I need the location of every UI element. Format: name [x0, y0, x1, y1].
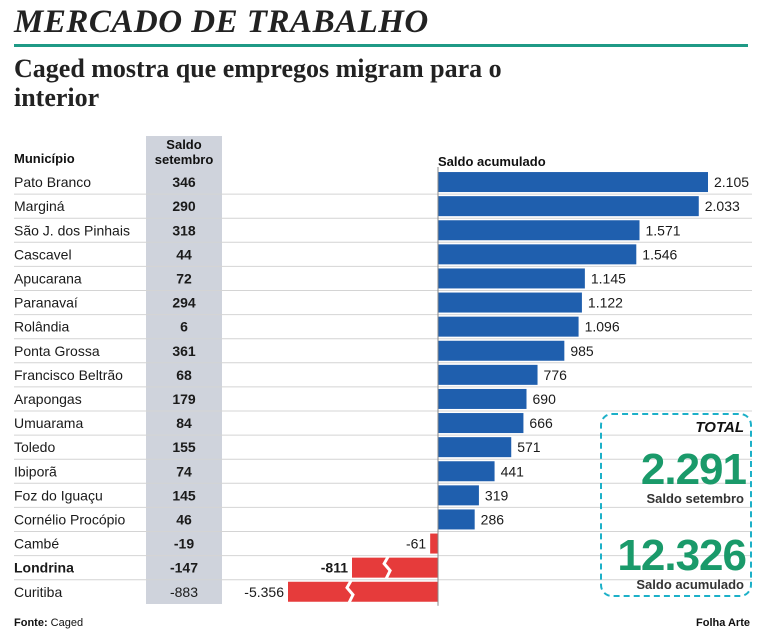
total-setembro-value: 2.291	[640, 445, 747, 494]
bar	[438, 196, 699, 217]
municipio-label: Apucarana	[14, 270, 82, 286]
bar	[438, 485, 479, 506]
saldo-header-line1: Saldo	[166, 137, 202, 152]
total-setembro-caption: Saldo setembro	[646, 491, 744, 506]
municipio-label: Paranavaí	[14, 295, 78, 311]
total-acumulado-value: 12.326	[617, 531, 747, 580]
title-rule	[14, 44, 748, 47]
value-label: -811	[321, 560, 348, 576]
bar	[438, 437, 512, 458]
saldo-setembro-value: 84	[176, 415, 192, 431]
bar	[438, 413, 524, 434]
total-box: TOTAL 2.291 Saldo setembro 12.326 Saldo …	[600, 413, 752, 597]
value-label: 441	[501, 463, 525, 479]
bar	[438, 461, 495, 482]
value-label: 2.105	[714, 174, 749, 190]
municipio-label: Arapongas	[14, 391, 82, 407]
bar	[438, 220, 640, 241]
source-label: Fonte:	[14, 617, 48, 629]
value-label: 2.033	[705, 198, 740, 214]
bar	[288, 581, 438, 602]
total-acumulado-caption: Saldo acumulado	[636, 577, 744, 592]
municipio-label: Toledo	[14, 439, 55, 455]
column-header-saldo-acumulado: Saldo acumulado	[438, 154, 546, 169]
source-name: Caged	[50, 617, 84, 629]
municipio-label: Umuarama	[14, 415, 83, 431]
value-label: 776	[544, 367, 568, 383]
municipio-label: Pato Branco	[14, 174, 91, 190]
bar	[438, 316, 579, 337]
value-label: -5.356	[244, 584, 284, 600]
value-label: -61	[406, 536, 426, 552]
saldo-setembro-value: 179	[172, 391, 196, 407]
bar	[430, 533, 438, 554]
credit-note: Folha Arte	[696, 617, 750, 629]
municipio-label: Londrina	[14, 560, 74, 576]
value-label: 286	[481, 511, 505, 527]
bar	[438, 509, 475, 530]
municipio-label: Curitiba	[14, 584, 62, 600]
value-label: 319	[485, 487, 509, 503]
total-label: TOTAL	[695, 419, 744, 436]
municipio-label: Rolândia	[14, 319, 69, 335]
bar	[438, 268, 585, 289]
municipio-label: Foz do Iguaçu	[14, 487, 103, 503]
column-header-municipio: Município	[14, 151, 75, 166]
saldo-setembro-value: 290	[172, 198, 196, 214]
value-label: 1.122	[588, 295, 623, 311]
bar	[438, 292, 582, 313]
saldo-setembro-value: -19	[174, 536, 194, 552]
municipio-label: Cambé	[14, 536, 59, 552]
value-label: 690	[533, 391, 557, 407]
municipio-label: Cascavel	[14, 246, 72, 262]
value-label: 571	[517, 439, 541, 455]
value-label: 985	[570, 343, 594, 359]
saldo-setembro-value: 6	[180, 319, 188, 335]
value-label: 1.145	[591, 270, 626, 286]
bar	[438, 388, 527, 409]
saldo-setembro-value: 74	[176, 463, 192, 479]
municipio-label: Cornélio Procópio	[14, 511, 125, 527]
value-label: 666	[529, 415, 553, 431]
saldo-setembro-value: 155	[172, 439, 196, 455]
bar	[438, 340, 565, 361]
value-label: 1.096	[585, 319, 620, 335]
bar	[438, 244, 637, 265]
saldo-setembro-value: 72	[176, 270, 192, 286]
saldo-setembro-value: 361	[172, 343, 196, 359]
saldo-header-line2: setembro	[154, 152, 214, 167]
saldo-setembro-value: 44	[176, 246, 192, 262]
column-header-saldo-setembro: Saldo setembro	[146, 137, 222, 167]
bar	[352, 557, 438, 578]
saldo-setembro-value: 294	[172, 295, 196, 311]
axis-break-mark	[345, 580, 355, 604]
municipio-label: São J. dos Pinhais	[14, 222, 130, 238]
section-title: MERCADO DE TRABALHO	[14, 4, 429, 40]
saldo-setembro-column-band	[146, 136, 222, 604]
headline: Caged mostra que empregos migram para o …	[14, 54, 502, 112]
saldo-setembro-value: 68	[176, 367, 192, 383]
saldo-setembro-value: 318	[172, 222, 196, 238]
saldo-setembro-value: -883	[170, 584, 198, 600]
saldo-setembro-value: 46	[176, 511, 192, 527]
source-note: Fonte: Caged	[14, 617, 83, 629]
value-label: 1.546	[642, 246, 677, 262]
bar	[438, 364, 538, 385]
municipio-label: Ponta Grossa	[14, 343, 100, 359]
value-label: 1.571	[646, 222, 681, 238]
saldo-setembro-value: 145	[172, 487, 196, 503]
municipio-label: Francisco Beltrão	[14, 367, 123, 383]
municipio-label: Ibiporã	[14, 463, 57, 479]
bar	[438, 172, 708, 193]
saldo-setembro-value: 346	[172, 174, 196, 190]
saldo-setembro-value: -147	[170, 560, 198, 576]
municipio-label: Marginá	[14, 198, 65, 214]
axis-break-mark	[382, 555, 392, 580]
